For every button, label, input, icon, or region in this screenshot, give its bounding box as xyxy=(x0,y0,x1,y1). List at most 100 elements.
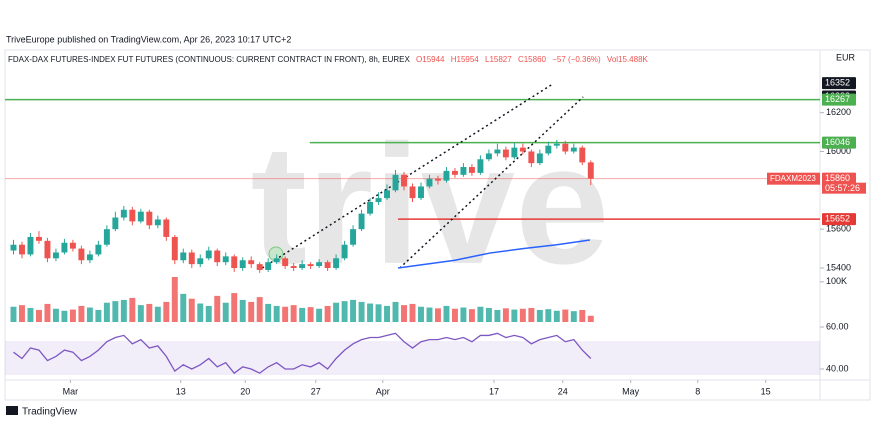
volume-bar xyxy=(536,309,543,322)
candle-body xyxy=(86,254,93,261)
candle-body xyxy=(392,174,399,191)
volume-bar xyxy=(418,306,424,322)
x-tick-label: 13 xyxy=(176,386,186,396)
volume-bar xyxy=(511,309,518,322)
volume-bar xyxy=(197,303,204,322)
candle-body xyxy=(19,244,25,255)
candle-body xyxy=(44,240,51,259)
volume-bar xyxy=(468,309,475,322)
price-label-box xyxy=(822,172,856,185)
candle-body xyxy=(443,170,450,181)
countdown: 05:57:26 xyxy=(825,183,860,193)
volume-bar xyxy=(502,308,509,322)
volume-bar xyxy=(494,309,501,322)
price-label-box xyxy=(822,136,856,149)
x-tick-label: May xyxy=(622,386,640,396)
volume-bar xyxy=(112,301,119,322)
volume-bar xyxy=(188,298,195,322)
price-label: 16267 xyxy=(825,94,850,104)
candle-body xyxy=(282,258,289,267)
volume-bar xyxy=(519,308,526,322)
moving-average xyxy=(397,239,591,269)
candle-body xyxy=(248,260,255,265)
volume-bar xyxy=(103,302,110,322)
volume-bar xyxy=(443,305,450,322)
volume-bar xyxy=(61,310,68,322)
volume-bar xyxy=(69,309,76,322)
volume-bar xyxy=(333,302,340,322)
legend-value: O15944 xyxy=(416,55,445,64)
candle-body xyxy=(197,258,204,265)
volume-bar xyxy=(562,309,569,322)
candle-body xyxy=(231,256,238,269)
volume-bar xyxy=(19,305,25,322)
volume-bar xyxy=(180,293,187,322)
x-tick-label: 15 xyxy=(761,386,771,396)
symbol-label-box xyxy=(767,172,820,185)
volume-bar xyxy=(307,307,314,322)
volume-bar xyxy=(205,305,212,322)
header: TriveEurope published on TradingView.com… xyxy=(6,34,291,44)
volume-bar xyxy=(171,277,178,322)
x-tick-label: 27 xyxy=(311,386,321,396)
volume-bar xyxy=(426,307,433,322)
candle-body xyxy=(536,153,543,164)
volume-bar xyxy=(409,303,416,322)
volume-bar xyxy=(44,303,51,322)
volume-bar xyxy=(27,307,34,322)
candle-body xyxy=(316,262,323,267)
candle-body xyxy=(477,159,484,173)
candle-body xyxy=(78,248,85,261)
candle-body xyxy=(519,147,526,152)
candle-body xyxy=(401,174,407,187)
candle-body xyxy=(146,211,153,226)
volume-bar xyxy=(86,307,93,322)
volume-bar xyxy=(579,309,586,322)
countdown-box xyxy=(822,182,866,194)
volume-bar xyxy=(299,307,306,322)
volume-bar xyxy=(282,306,289,322)
legend-title: FDAX-DAX FUTURES-INDEX FUT FUTURES (CONT… xyxy=(8,55,410,64)
volume-bar xyxy=(528,307,535,322)
volume-bar xyxy=(375,304,382,322)
legend-value: L15827 xyxy=(485,55,512,64)
candle-body xyxy=(341,244,348,259)
candle-body xyxy=(180,252,187,261)
candle-body xyxy=(562,143,569,152)
frame xyxy=(4,49,871,401)
volume-bar xyxy=(146,303,153,322)
volume-bar xyxy=(256,297,263,322)
price-label: 16352 xyxy=(825,78,850,88)
volume-bar xyxy=(214,295,221,322)
footer: TradingView xyxy=(22,407,78,418)
x-tick-label: 24 xyxy=(558,386,568,396)
currency: EUR xyxy=(836,52,856,62)
volume-bar xyxy=(401,305,407,322)
candle-body xyxy=(528,151,535,164)
candle-body xyxy=(256,264,263,270)
watermark: trive xyxy=(250,110,609,300)
candle-body xyxy=(95,244,102,255)
trendline xyxy=(261,83,553,269)
candle-body xyxy=(69,242,76,249)
volume-bar xyxy=(451,308,458,322)
y-tick-label: 15400 xyxy=(826,262,851,272)
x-tick-label: Apr xyxy=(376,386,390,396)
candle-body xyxy=(222,256,229,263)
volume-bar xyxy=(10,306,17,322)
volume-bar xyxy=(485,307,492,322)
volume-bar xyxy=(265,303,272,322)
rsi-line xyxy=(13,332,592,375)
candle-body xyxy=(188,252,195,265)
candle-body xyxy=(494,149,501,154)
candle-body xyxy=(35,236,42,241)
candle-body xyxy=(350,229,357,245)
candle-body xyxy=(358,213,365,230)
candle-body xyxy=(307,264,314,267)
candle-body xyxy=(333,258,340,269)
candle-body xyxy=(418,186,424,199)
candle-body xyxy=(214,250,221,263)
candle-body xyxy=(384,190,391,199)
candle-body xyxy=(61,242,68,253)
volume-bar xyxy=(324,305,331,322)
